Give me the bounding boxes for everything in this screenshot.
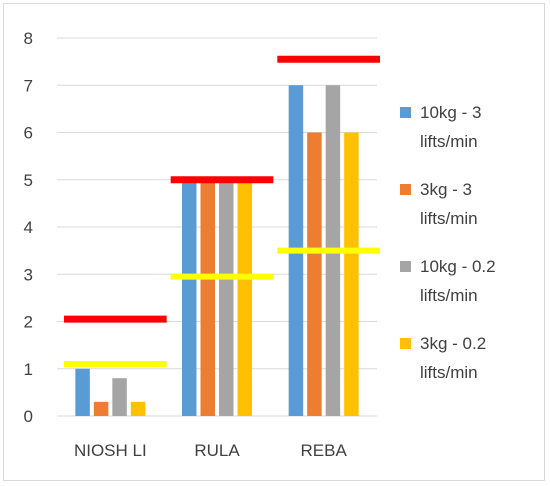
bar [130, 401, 146, 416]
y-tick-label: 0 [24, 407, 33, 426]
y-tick-label: 8 [24, 29, 33, 48]
x-tick-label: REBA [301, 441, 348, 460]
legend-label: 3kg - 3 [420, 180, 472, 199]
legend-swatch [400, 184, 411, 195]
bar [200, 179, 215, 416]
x-tick-label: RULA [194, 441, 240, 460]
legend-label: 10kg - 0.2 [420, 257, 496, 276]
y-tick-label: 5 [24, 171, 33, 190]
y-tick-label: 4 [24, 218, 33, 237]
bar [93, 401, 109, 416]
threshold-lines [64, 55, 380, 368]
chart-frame [3, 3, 545, 481]
y-tick-label: 2 [24, 313, 33, 332]
y-axis: 0 1 2 3 4 5 6 7 8 [24, 29, 33, 426]
x-axis: NIOSH LI RULA REBA [74, 441, 348, 460]
y-tick-label: 6 [24, 124, 33, 143]
legend-label: lifts/min [420, 209, 478, 228]
legend-label: lifts/min [420, 363, 478, 382]
legend-swatch [400, 107, 411, 118]
bar [112, 378, 127, 416]
y-tick-label: 7 [24, 76, 33, 95]
legend-label: 3kg - 0.2 [420, 334, 486, 353]
bar [344, 132, 359, 416]
bar [219, 179, 234, 416]
legend-label: lifts/min [420, 132, 478, 151]
y-tick-label: 3 [24, 265, 33, 284]
legend-label: 10kg - 3 [420, 103, 481, 122]
legend-swatch [400, 338, 411, 349]
bar [75, 368, 90, 416]
legend-label: lifts/min [420, 286, 478, 305]
bar [237, 179, 252, 416]
legend: 10kg - 3 lifts/min 3kg - 3 lifts/min 10kg - … [400, 103, 496, 382]
y-tick-label: 1 [24, 360, 33, 379]
bar [307, 132, 322, 416]
legend-swatch [400, 261, 411, 272]
x-tick-label: NIOSH LI [74, 441, 147, 460]
bar [182, 179, 197, 416]
